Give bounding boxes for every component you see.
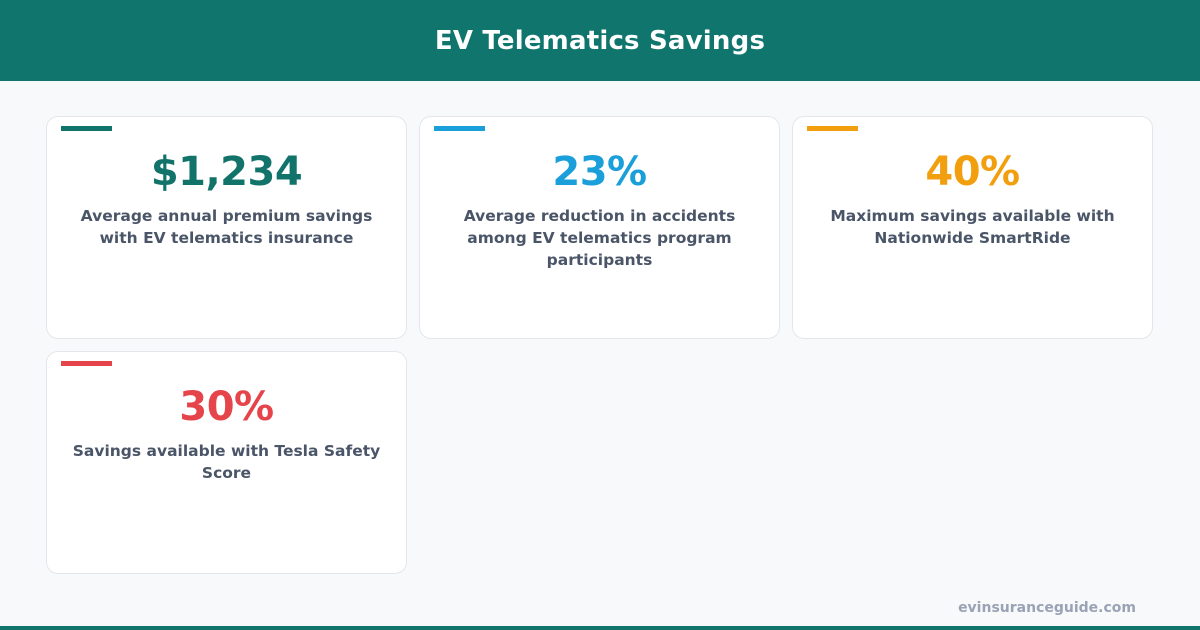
stat-description: Average annual premium savings with EV t… — [80, 207, 373, 247]
stat-description: Average reduction in accidents among EV … — [463, 207, 736, 269]
stat-card-accident-reduction: 23% Average reduction in accidents among… — [419, 116, 780, 339]
bottom-divider — [0, 626, 1200, 630]
stat-description: Maximum savings available with Nationwid… — [830, 207, 1115, 247]
accent-bar — [61, 361, 112, 366]
page-title: EV Telematics Savings — [434, 25, 766, 56]
stat-description: Savings available with Tesla Safety Scor… — [72, 442, 381, 482]
accent-bar — [807, 126, 858, 131]
accent-bar — [61, 126, 112, 131]
stat-value: $1,234 — [150, 149, 303, 195]
stat-value: 23% — [552, 149, 647, 195]
accent-bar — [434, 126, 485, 131]
stat-card-premium-savings: $1,234 Average annual premium savings wi… — [46, 116, 407, 339]
header-banner: EV Telematics Savings — [0, 0, 1200, 81]
site-url: evinsuranceguide.com — [958, 600, 1136, 616]
stat-card-nationwide-smartride: 40% Maximum savings available with Natio… — [792, 116, 1153, 339]
stat-value: 40% — [925, 149, 1020, 195]
stat-value: 30% — [179, 384, 274, 430]
stat-card-tesla-safety-score: 30% Savings available with Tesla Safety … — [46, 351, 407, 574]
